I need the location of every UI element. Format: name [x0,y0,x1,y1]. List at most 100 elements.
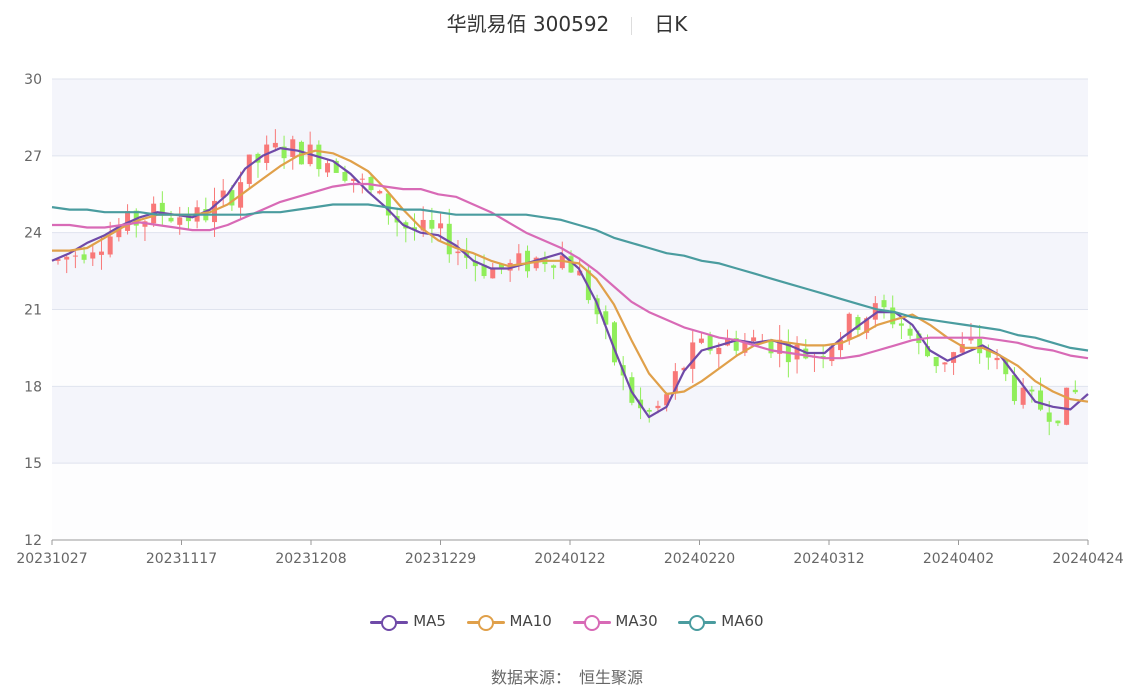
candle-body [64,256,70,260]
candle-body [794,344,800,360]
candle-body [611,322,617,363]
candle-body [212,200,218,223]
legend-item-ma5[interactable]: MA5 [370,612,446,631]
candle-body [107,236,113,255]
y-tick-label: 30 [24,72,42,88]
candle-body [898,323,904,326]
ma-line-ma5 [51,147,1089,419]
candle-body [168,217,174,222]
x-tick-label: 20231117 [146,551,217,567]
candle-body [490,267,496,279]
candle-body [577,270,583,276]
candle-body [385,193,391,216]
candle-body [55,259,61,261]
plot-band [52,463,1088,540]
x-tick-label: 20240220 [664,551,735,567]
candle-body [942,362,948,365]
candle-body [525,250,531,272]
y-tick-label: 27 [24,149,42,165]
candle-body [933,356,939,367]
legend-item-ma30[interactable]: MA30 [572,612,658,631]
candle-body [342,171,348,181]
candle-body [411,227,417,231]
candle-body [90,252,96,259]
candle-body [446,223,452,255]
candle-body [707,335,713,351]
x-tick-label: 20231229 [405,551,476,567]
legend-item-ma10[interactable]: MA10 [466,612,552,631]
candle-body [81,254,87,260]
plot-band [52,155,1088,233]
legend-ma30-icon [572,614,611,631]
candle-body [481,264,487,277]
plot-band [52,386,1088,464]
y-tick-label: 15 [24,456,42,472]
ma-line-ma30 [52,182,1089,360]
candle-body [333,160,339,173]
x-tick-label: 20231027 [16,551,87,567]
candle-body [733,338,739,351]
candle-body [742,341,748,353]
candle-body [768,340,774,354]
candle-body [672,371,678,392]
legend-ma5-icon [370,614,409,631]
data-source: 数据来源： 恒生聚源 [0,664,1134,688]
candle-body [498,264,504,269]
legend-item-ma60[interactable]: MA60 [678,612,764,631]
candle-body [1038,390,1044,410]
candle-body [838,339,844,351]
y-tick-label: 12 [24,533,42,549]
candle-body [698,338,704,343]
candle-body [229,190,235,206]
candle-body [1020,387,1026,405]
legend: MA5 MA10 MA30 MA60 [0,612,1134,631]
candle-body [655,405,661,409]
candlestick-chart: 12 15 18 21 24 27 30 20231027 20231117 20231208 20… [16,72,1123,567]
candle-body [864,318,870,333]
chart-title: 华凯易佰 300592 日K [0,8,1134,37]
candle-body [603,311,609,325]
candle-body [1055,420,1061,424]
candle-body [272,142,278,148]
candle-body [959,343,965,353]
candle-body [1011,375,1017,402]
candle-body [438,223,444,229]
y-tick-label: 18 [24,379,42,395]
candle-body [455,251,461,254]
candle-body [985,350,991,358]
candle-body [568,256,574,273]
candle-body [872,303,878,320]
candle-body [994,357,1000,361]
x-tick-label: 20231208 [275,551,346,567]
candle-body [681,367,687,371]
candle-body [890,307,896,325]
y-tick-label: 24 [24,226,42,242]
candle-body [377,191,383,194]
candle-body [820,355,826,358]
candle-body [281,146,287,159]
legend-ma60-label: MA60 [721,612,764,630]
candle-body [664,394,670,406]
candle-body [420,219,426,231]
candle-body [907,328,913,336]
candle-body [298,141,304,165]
candle-body [246,154,252,184]
candle-body [159,202,165,216]
candle-body [220,190,226,198]
legend-ma30-label: MA30 [615,612,658,630]
candle-body [881,300,887,308]
ma-line-ma10 [52,149,1089,403]
ma-line-ma60 [51,203,1089,352]
candle-body [1064,387,1070,425]
candle-body [516,253,522,265]
plot-band [52,309,1088,387]
candle-body [924,346,930,357]
period-label: 日K [654,12,688,36]
x-tick-label: 20240122 [534,551,605,567]
legend-ma5-label: MA5 [413,612,446,630]
x-tick-label: 20240424 [1052,551,1123,567]
candle-body [98,251,104,255]
candle-body [1072,389,1078,393]
source-label: 数据来源： [490,668,571,687]
stock-name: 华凯易佰 300592 [446,12,610,36]
